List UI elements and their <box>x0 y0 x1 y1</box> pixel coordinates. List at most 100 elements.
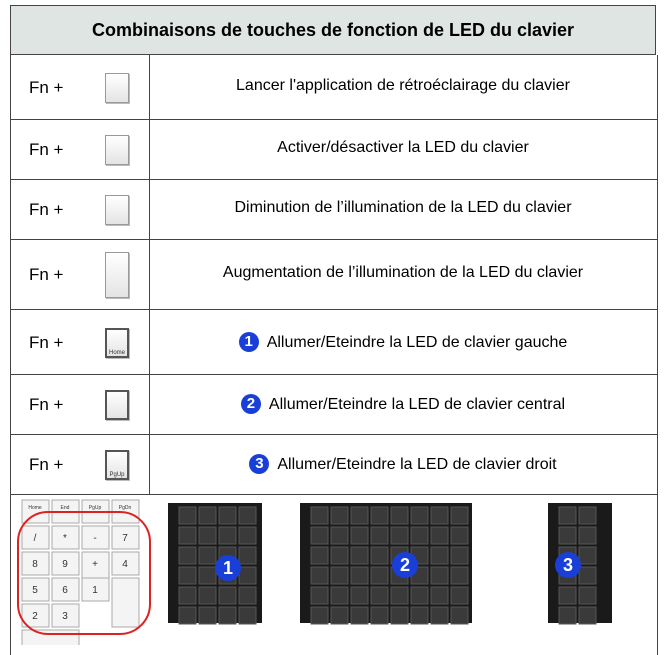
zone-key <box>178 566 197 585</box>
zone-key <box>390 506 409 525</box>
key-cell: Fn + <box>11 375 150 434</box>
keypad-key-label: End <box>61 505 70 511</box>
zone-key <box>330 606 349 625</box>
keypad-key-label: 7 <box>122 533 128 544</box>
keypad-highlight <box>17 511 151 635</box>
zone-key <box>198 526 217 545</box>
keypad-key <box>51 577 80 602</box>
keypad-key-label: 8 <box>32 559 38 570</box>
table-row: Fn + 2 Allumer/Eteindre la LED de clavier … <box>10 375 658 435</box>
zone-key <box>370 566 389 585</box>
keypad-key-label: PgDn <box>119 505 132 511</box>
keypad-key-label: + <box>92 559 98 570</box>
table-row: Fn + Augmentation de l’illumination de la… <box>10 240 658 310</box>
zone-key <box>238 566 257 585</box>
keypad-key-label: 4 <box>122 559 128 570</box>
zone-key <box>330 566 349 585</box>
zone-key <box>558 526 577 545</box>
number-badge <box>555 552 581 578</box>
zone-key <box>310 566 329 585</box>
zone-key <box>430 586 449 605</box>
zone-key <box>410 526 429 545</box>
zone-key <box>558 506 577 525</box>
zone-key <box>218 526 237 545</box>
zone-key <box>178 546 197 565</box>
zone-key <box>430 546 449 565</box>
zone-key <box>198 566 217 585</box>
key-combo: Fn + <box>29 140 64 159</box>
zone-key <box>238 506 257 525</box>
key-icon <box>105 252 129 298</box>
keypad-key <box>111 577 140 628</box>
key-icon <box>105 390 129 420</box>
keypad-key-label: Home <box>28 505 42 511</box>
keypad-key-label: 9 <box>62 559 68 570</box>
zone-key <box>578 546 597 565</box>
key-icon <box>105 195 129 225</box>
zone-key <box>430 606 449 625</box>
zone-key <box>350 506 369 525</box>
keypad-key-label: 1 <box>92 585 98 596</box>
zone-key <box>450 546 469 565</box>
zone-key <box>238 586 257 605</box>
key-cell: Fn + <box>11 55 150 119</box>
number-badge-text: 2 <box>400 555 410 575</box>
zone-key <box>450 566 469 585</box>
table-row: Fn + PgUp 3 Allumer/Eteindre la LED de clav… <box>10 435 658 495</box>
zone-key <box>178 606 197 625</box>
zone-key <box>310 586 329 605</box>
zone-key <box>450 506 469 525</box>
label-text: Lancer l'application de rétroéclairage d… <box>236 76 570 94</box>
zone-key <box>370 526 389 545</box>
zone-key <box>410 606 429 625</box>
label-text: Allumer/Eteindre la LED de clavier gauch… <box>266 333 568 351</box>
keypad-key <box>111 551 140 576</box>
zone-key <box>410 506 429 525</box>
zone-key <box>370 546 389 565</box>
zone-key <box>390 586 409 605</box>
row-label: Augmentation de l’illumination de la LED… <box>149 264 657 282</box>
zone-key <box>198 546 217 565</box>
zone-key <box>430 566 449 585</box>
number-badge-text: 3 <box>563 555 573 575</box>
zone-key <box>350 606 369 625</box>
table-row: Fn + Diminution de l’illumination de la L… <box>10 180 658 240</box>
zone-key <box>350 566 369 585</box>
zone-key <box>450 586 469 605</box>
row-label: 3 Allumer/Eteindre la LED de clavier droi… <box>149 454 657 474</box>
table-row: Fn + Activer/désactiver la LED du clavier <box>10 120 658 180</box>
zone-key <box>370 606 389 625</box>
zone-key <box>430 506 449 525</box>
key-icon <box>105 72 129 103</box>
zone-key <box>578 606 597 625</box>
zone-key <box>310 606 329 625</box>
zone-key <box>578 526 597 545</box>
row-label: 1 Allumer/Eteindre la LED de clavier gauc… <box>149 331 657 352</box>
label-text: Diminution de l’illumination de la LED d… <box>234 199 572 216</box>
key-combo: Fn + <box>29 455 64 474</box>
keypad-key-label: * <box>63 533 67 544</box>
zone-key <box>350 586 369 605</box>
number-badge: 3 <box>249 454 270 474</box>
zone-key <box>238 546 257 565</box>
zone-key <box>238 606 257 625</box>
key-combo: Fn + <box>29 200 64 219</box>
key-cell: Fn + Home <box>11 310 150 374</box>
keypad-key-label: - <box>93 533 96 544</box>
key-icon <box>105 135 129 165</box>
keypad-key-label: 6 <box>62 585 68 596</box>
keypad-key <box>81 525 110 550</box>
zone-key <box>450 606 469 625</box>
zone-key <box>218 586 237 605</box>
keypad-key <box>21 525 50 550</box>
number-badge: 1 <box>238 331 259 352</box>
label-text: Allumer/Eteindre la LED de clavier centr… <box>268 396 566 413</box>
zone-key <box>178 506 197 525</box>
zone-key <box>198 586 217 605</box>
number-badge <box>392 552 418 578</box>
table-row: Fn + Home 1 Allumer/Eteindre la LED de clav… <box>10 310 658 375</box>
row-label: Activer/désactiver la LED du clavier <box>149 139 657 157</box>
key-combo: Fn + <box>29 265 64 284</box>
